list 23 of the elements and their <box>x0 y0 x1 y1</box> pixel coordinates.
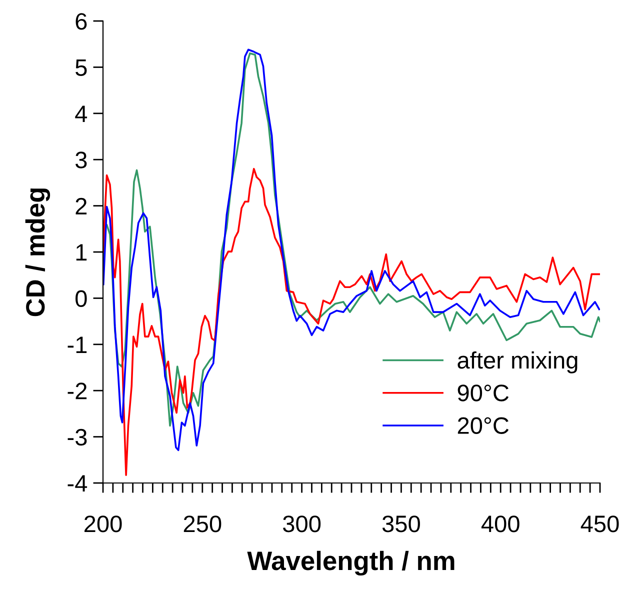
y-tick-label: -3 <box>68 428 87 446</box>
y-tick-label: 1 <box>76 244 87 261</box>
x-tick-label: 300 <box>283 516 321 532</box>
legend-label: after mixing <box>458 351 578 374</box>
x-tick-label: 450 <box>580 516 619 532</box>
y-tick-label: 3 <box>75 152 87 168</box>
legend-label: 90°C <box>458 384 509 402</box>
x-tick-label: 350 <box>382 516 420 532</box>
y-tick-label: 5 <box>76 60 87 76</box>
y-tick-label: 0 <box>76 290 87 307</box>
x-tick-label: 400 <box>481 516 520 532</box>
y-tick-label: -1 <box>68 336 87 353</box>
x-axis-title: Wavelength / nm <box>247 550 454 576</box>
y-tick-label: -2 <box>68 382 87 400</box>
legend-label: 20°C <box>458 417 509 434</box>
x-tick-label: 250 <box>184 516 222 532</box>
x-tick-label: 200 <box>84 516 122 532</box>
line-series <box>103 168 600 476</box>
y-axis-title: CD / mdeg <box>25 188 50 316</box>
y-tick-label: 6 <box>76 13 87 30</box>
y-tick-label: 2 <box>76 198 87 214</box>
y-tick-label: -4 <box>68 475 88 492</box>
y-tick-label: 4 <box>75 106 88 122</box>
